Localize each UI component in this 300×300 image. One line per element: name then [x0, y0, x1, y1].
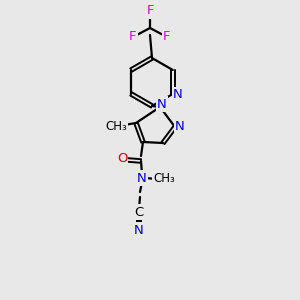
Text: C: C	[134, 206, 144, 218]
Text: CH₃: CH₃	[105, 119, 127, 133]
Text: N: N	[134, 224, 144, 236]
Text: F: F	[163, 31, 171, 44]
Text: N: N	[173, 88, 183, 101]
Text: F: F	[146, 4, 154, 17]
Text: CH₃: CH₃	[153, 172, 175, 185]
Text: O: O	[117, 152, 127, 166]
Text: F: F	[129, 31, 137, 44]
Text: N: N	[175, 121, 185, 134]
Text: N: N	[157, 98, 167, 110]
Text: N: N	[137, 172, 147, 184]
